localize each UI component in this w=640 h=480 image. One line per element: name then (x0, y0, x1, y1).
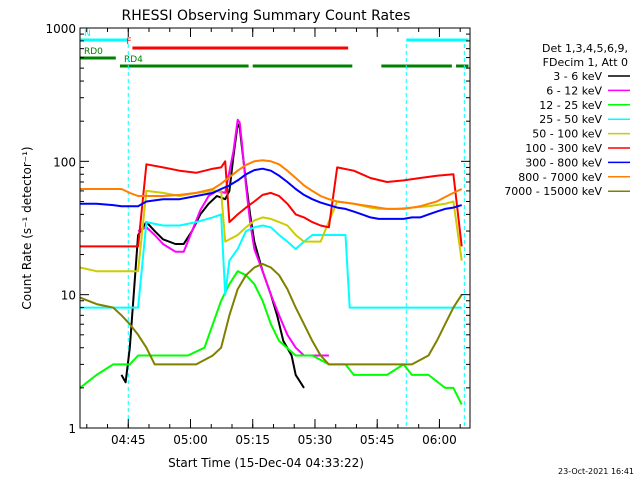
x-tick-label-4: 05:45 (360, 433, 395, 447)
status-label-rd0: RD0 (84, 47, 103, 57)
x-tick-label-1: 05:00 (173, 433, 208, 447)
x-axis-label: Start Time (15-Dec-04 04:33:22) (168, 456, 364, 470)
chart-title: RHESSI Observing Summary Count Rates (122, 8, 411, 24)
plot-frame (79, 27, 471, 429)
legend-header-1: FDecim 1, Att 0 (543, 56, 628, 69)
legend-label-8: 7000 - 15000 keV (504, 185, 602, 198)
series-lines (79, 118, 463, 405)
y-tick-label-1: 10 (61, 289, 76, 303)
y-tick-label-0: 1 (68, 422, 76, 436)
status-label-f: F (126, 37, 131, 47)
axes: 1 10 100 1000 04:45 05:00 05:15 05:30 05:45 06:00 (45, 22, 470, 447)
series-line-1 (137, 118, 329, 357)
y-tick-label-2: 100 (53, 155, 76, 169)
legend-label-7: 800 - 7000 keV (518, 171, 602, 184)
series-line-6 (80, 167, 462, 220)
y-axis-label: Count Rate (s⁻¹ detector⁻¹) (20, 146, 34, 309)
series-line-5 (80, 160, 463, 248)
legend-header-0: Det 1,3,4,5,6,9, (542, 42, 628, 55)
status-label-rd4: RD4 (124, 55, 143, 65)
legend-label-5: 100 - 300 keV (525, 142, 602, 155)
x-tick-label-5: 06:00 (422, 433, 457, 447)
series-line-3 (80, 213, 462, 309)
series-line-7 (80, 159, 463, 210)
legend-label-0: 3 - 6 keV (553, 70, 602, 83)
legend-label-4: 50 - 100 keV (532, 128, 602, 141)
legend-label-1: 6 - 12 keV (546, 84, 602, 97)
legend-label-2: 12 - 25 keV (539, 99, 602, 112)
series-line-8 (79, 262, 463, 366)
y-tick-label-3: 1000 (45, 22, 76, 36)
timestamp-label: 23-Oct-2021 16:41 (558, 467, 634, 476)
status-label-n: N (84, 29, 91, 39)
series-line-2 (79, 270, 463, 405)
legend-label-3: 25 - 50 keV (539, 113, 602, 126)
x-tick-label-3: 05:30 (298, 433, 333, 447)
legend: Det 1,3,4,5,6,9,FDecim 1, Att 03 - 6 keV… (504, 42, 630, 198)
status-bars: N F RD0 RD4 (80, 29, 469, 428)
x-tick-label-2: 05:15 (235, 433, 270, 447)
x-tick-label-0: 04:45 (111, 433, 146, 447)
legend-label-6: 300 - 800 keV (525, 156, 602, 169)
